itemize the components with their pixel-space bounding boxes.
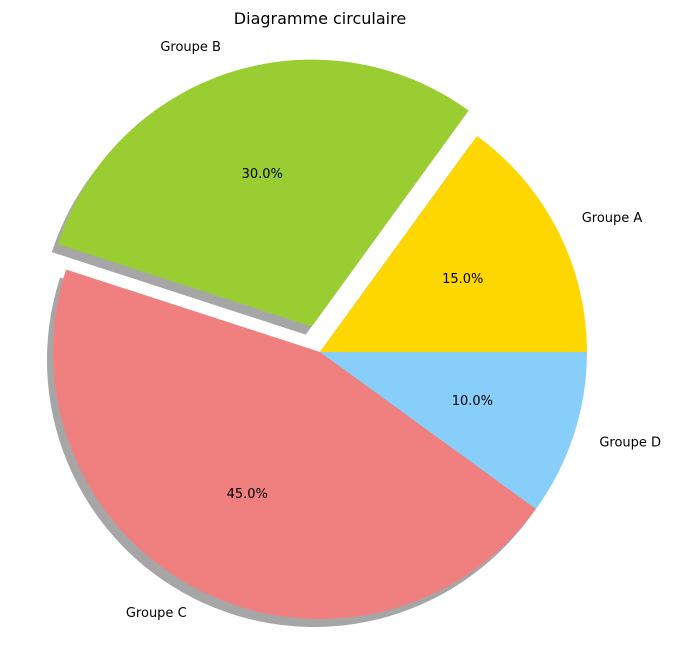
- slice-label-groupe-d: Groupe D: [599, 435, 661, 450]
- slice-label-groupe-c: Groupe C: [126, 606, 187, 621]
- pie-slice-groupe-d: [320, 352, 587, 509]
- chart-title: Diagramme circulaire: [234, 9, 406, 28]
- slice-labels: Groupe A 15.0% Groupe B 30.0% Groupe C 45.0% G…: [126, 40, 661, 621]
- slice-percent-groupe-d: 10.0%: [452, 394, 493, 409]
- pie-slice-groupe-c: [52, 269, 537, 620]
- slice-percent-groupe-a: 15.0%: [442, 272, 483, 287]
- pie-slice-groupe-b: [57, 59, 469, 327]
- slice-label-groupe-a: Groupe A: [582, 211, 643, 226]
- slice-percent-groupe-b: 30.0%: [242, 167, 283, 182]
- pie-slice-groupe-a: [320, 135, 587, 352]
- slice-label-groupe-b: Groupe B: [160, 40, 221, 55]
- pie-slices: [52, 59, 587, 620]
- slice-percent-groupe-c: 45.0%: [227, 487, 268, 502]
